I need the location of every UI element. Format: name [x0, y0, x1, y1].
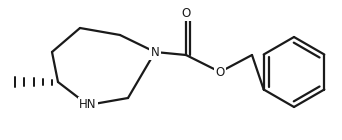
- Text: O: O: [215, 66, 225, 79]
- Text: HN: HN: [79, 99, 97, 111]
- Text: O: O: [181, 6, 190, 19]
- Text: N: N: [150, 46, 159, 59]
